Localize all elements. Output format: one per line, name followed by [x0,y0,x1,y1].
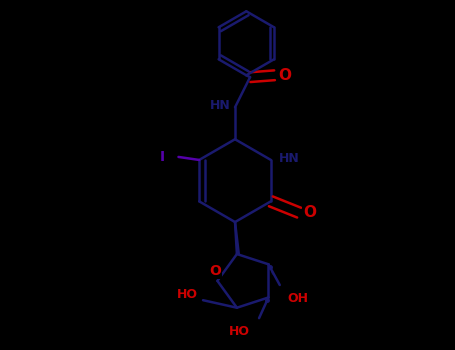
Text: HO: HO [177,288,198,301]
Text: \: \ [270,267,273,275]
Text: I: I [160,150,165,164]
Text: O: O [303,205,316,220]
Text: /: / [264,300,267,309]
Text: OH: OH [287,292,308,304]
Text: HO: HO [228,325,250,338]
Text: HN: HN [278,152,299,164]
Text: O: O [278,68,292,83]
Text: O: O [210,265,222,279]
Text: HN: HN [210,99,231,112]
